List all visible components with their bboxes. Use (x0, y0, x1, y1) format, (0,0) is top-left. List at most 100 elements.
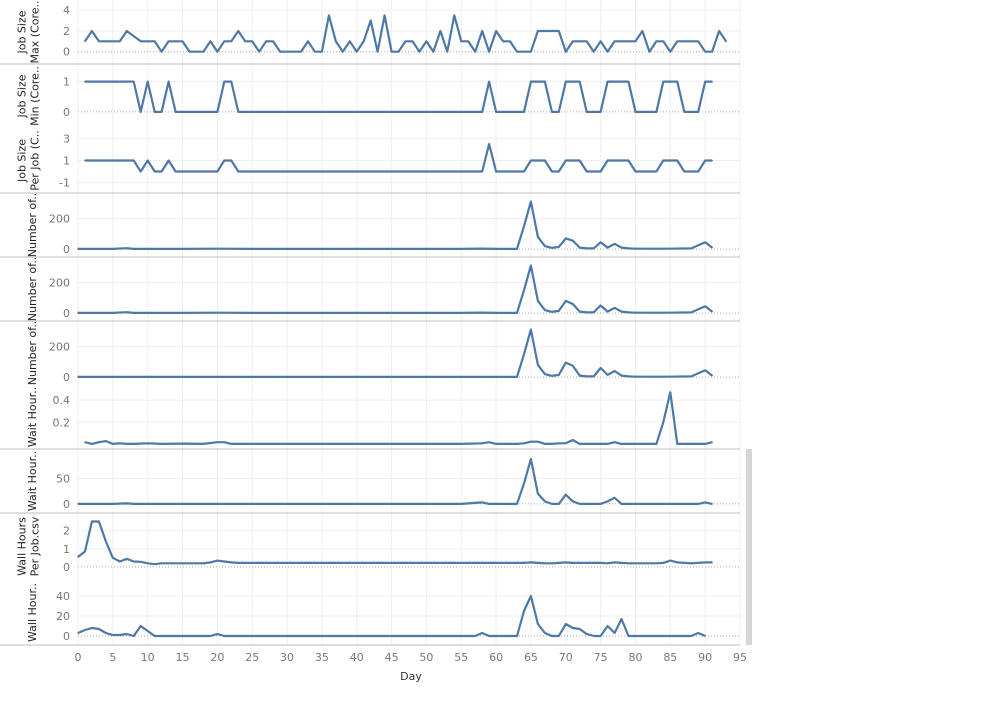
data-point (286, 111, 288, 113)
panel-min-cores: 1 0 Job Size Min (Core.. (16, 66, 740, 126)
data-point (174, 111, 177, 113)
data-point (676, 80, 679, 83)
data-point (704, 305, 706, 308)
data-point (181, 635, 184, 637)
data-point (153, 563, 156, 565)
scrollbar[interactable] (746, 449, 752, 645)
data-point (537, 492, 539, 495)
data-point (474, 635, 477, 637)
data-point (481, 111, 484, 113)
data-point (613, 561, 616, 564)
data-point (690, 170, 692, 173)
data-point (627, 375, 630, 378)
data-point (488, 503, 490, 505)
data-point (718, 30, 720, 32)
data-point (223, 441, 226, 444)
data-point (558, 374, 560, 376)
data-point (523, 562, 525, 564)
data-point (620, 80, 623, 83)
data-point (195, 111, 198, 113)
data-point (592, 111, 595, 113)
data-point (585, 111, 588, 113)
x-tick-label: 65 (524, 651, 538, 664)
data-point (286, 443, 288, 445)
data-point (516, 111, 518, 113)
data-point (606, 310, 609, 313)
data-point (676, 159, 679, 162)
data-point (620, 310, 623, 313)
data-point (697, 170, 699, 173)
data-point (704, 561, 706, 564)
data-point (565, 80, 567, 83)
y-axis-title: Min (Core.. (29, 66, 42, 126)
data-point (509, 111, 511, 113)
data-point (126, 30, 128, 32)
data-point (530, 264, 532, 267)
data-point (390, 376, 393, 378)
x-tick-label: 0 (75, 651, 82, 664)
data-point (592, 247, 595, 250)
y-tick-label: 0 (63, 307, 70, 320)
data-point (216, 50, 219, 53)
data-point (523, 225, 525, 227)
data-point (181, 40, 184, 43)
data-point (188, 111, 191, 113)
data-point (126, 80, 128, 83)
data-point (544, 309, 546, 311)
y-tick-label: 0 (63, 561, 70, 574)
data-point (704, 50, 706, 53)
data-point (174, 170, 177, 173)
data-point (112, 634, 114, 636)
data-point (237, 562, 240, 564)
y-axis-title: Wall Hour.. (26, 583, 39, 642)
data-point (544, 245, 546, 247)
data-point (495, 503, 497, 505)
data-point (690, 562, 692, 565)
data-point (432, 50, 435, 53)
y-tick-label: 200 (49, 276, 70, 289)
data-point (119, 560, 121, 563)
data-point (272, 111, 274, 113)
data-point (209, 561, 212, 564)
data-point (641, 170, 644, 173)
y-axis-title: Per Job (C.. (29, 130, 42, 190)
data-point (84, 550, 86, 553)
data-point (669, 391, 672, 394)
data-point (481, 632, 484, 634)
data-point (230, 561, 233, 564)
data-point (523, 170, 525, 173)
series-line-wait-hours-2 (78, 458, 713, 505)
data-point (91, 159, 93, 162)
data-point (627, 635, 630, 637)
data-point (119, 634, 121, 636)
data-point (592, 635, 595, 637)
panel-wall-hours-2: 40 20 0 Wall Hour.. (26, 583, 740, 643)
data-point (544, 80, 546, 83)
data-point (223, 560, 226, 563)
data-point (307, 40, 309, 43)
data-point (223, 40, 226, 43)
data-point (578, 40, 581, 43)
data-point (132, 635, 135, 637)
data-point (648, 50, 651, 53)
series-line-wall-hours-2 (77, 594, 706, 638)
data-point (572, 40, 574, 43)
data-point (355, 170, 358, 173)
data-point (425, 312, 428, 314)
data-point (627, 562, 630, 565)
series-line-number-of-2 (78, 264, 713, 314)
data-point (585, 170, 588, 173)
data-point (711, 503, 713, 505)
data-point (585, 247, 588, 250)
data-point (606, 159, 609, 162)
data-point (132, 560, 135, 563)
data-point (376, 50, 379, 53)
data-point (530, 50, 532, 53)
data-point (77, 556, 79, 558)
data-point (404, 40, 407, 43)
data-point (425, 635, 428, 637)
data-point (544, 562, 546, 565)
data-point (606, 50, 609, 53)
data-point (132, 159, 135, 162)
data-point (369, 19, 372, 22)
